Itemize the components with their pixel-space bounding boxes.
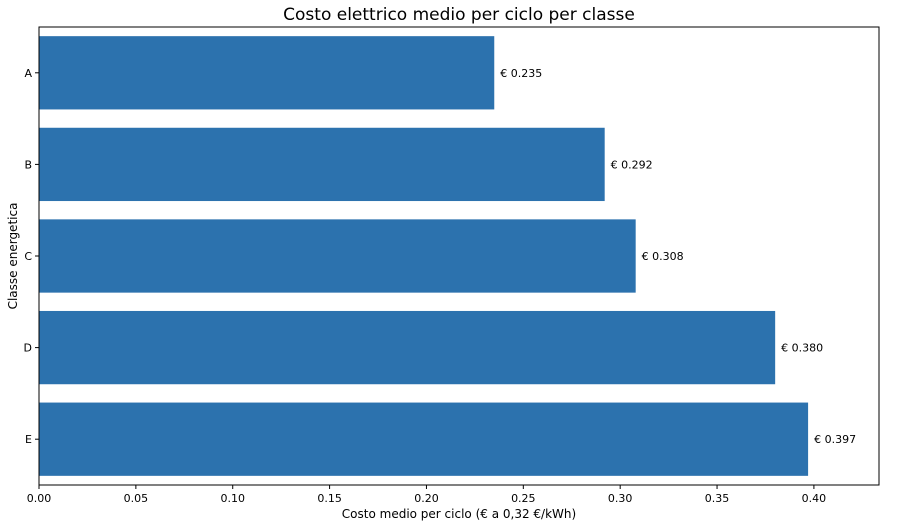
x-tick-label: 0.00 xyxy=(27,492,52,505)
bar-value-label-d: € 0.380 xyxy=(781,342,823,355)
y-tick-label-e: E xyxy=(25,433,32,446)
bars-layer: € 0.235 € 0.292 € 0.308 € 0.380 € 0.397 xyxy=(39,36,856,476)
bar-e xyxy=(39,402,809,476)
x-tick-label: 0.35 xyxy=(705,492,730,505)
bar-value-label-b: € 0.292 xyxy=(611,158,653,171)
x-tick-label: 0.15 xyxy=(317,492,342,505)
y-tick-label-d: D xyxy=(24,342,32,355)
x-tick-label: 0.30 xyxy=(608,492,633,505)
x-tick-label: 0.10 xyxy=(220,492,245,505)
bar-b xyxy=(39,127,605,202)
x-tick-label: 0.20 xyxy=(414,492,439,505)
bar-value-label-e: € 0.397 xyxy=(814,433,856,446)
plot-area-frame xyxy=(38,26,880,486)
x-tick-label: 0.05 xyxy=(124,492,149,505)
bar-value-label-c: € 0.308 xyxy=(642,250,684,263)
bar-a xyxy=(39,36,495,110)
bar-d xyxy=(39,310,776,385)
bar-c xyxy=(39,219,636,293)
y-axis-ticks: A B C D E xyxy=(24,67,39,446)
bar-value-label-a: € 0.235 xyxy=(500,67,542,80)
y-tick-label-c: C xyxy=(24,250,32,263)
x-tick-label: 0.40 xyxy=(802,492,827,505)
y-tick-label-a: A xyxy=(24,67,32,80)
x-axis-ticks: 0.00 0.05 0.10 0.15 0.20 0.25 0.30 0.35 0.40 xyxy=(27,485,826,505)
y-tick-label-b: B xyxy=(24,158,32,171)
chart-title: Costo elettrico medio per ciclo per clas… xyxy=(283,5,635,25)
x-axis-title: Costo medio per ciclo (€ a 0,32 €/kWh) xyxy=(342,507,576,521)
y-axis-title: Classe energetica xyxy=(6,203,20,310)
x-tick-label: 0.25 xyxy=(511,492,536,505)
